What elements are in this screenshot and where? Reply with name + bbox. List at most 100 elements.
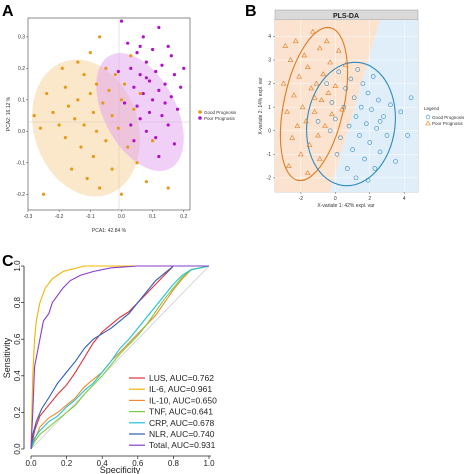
plsda-point-good [338, 135, 343, 141]
pca-point-good [110, 113, 114, 118]
plsda-point-good [355, 67, 360, 72]
pca-point-poor [166, 123, 170, 127]
plsda-point-poor [291, 92, 297, 98]
plsda-x-ticks: -2 0 2 4 [299, 192, 406, 202]
pca-point-poor [154, 69, 158, 74]
pca-legend-good-label: Good Prognosis [204, 110, 237, 115]
plsda-point-good [362, 156, 367, 162]
plsda-point-good [393, 159, 398, 164]
plsda-legend-good-marker [425, 114, 431, 120]
plsda-point-poor [304, 64, 311, 70]
pca-point-poor [157, 25, 161, 30]
plsda-point-poor [318, 97, 325, 103]
pca-point-poor [126, 41, 130, 45]
pca-x-tick-label: -0.2 [55, 214, 64, 220]
pca-x-ticks: -0.3 -0.2 -0.1 0.0 0.1 0.2 [24, 210, 187, 220]
pca-point-poor [166, 44, 170, 48]
plsda-x-tick-label: 0 [334, 196, 337, 202]
plsda-point-good [333, 116, 338, 122]
pca-point-good [104, 139, 108, 143]
pca-point-good [129, 54, 133, 58]
pca-point-good [57, 123, 61, 127]
plsda-point-good [336, 69, 342, 75]
plsda-y-tick-label: 0 [268, 128, 271, 134]
roc-legend-label-2: IL-10, AUC=0.650 [149, 395, 217, 405]
pca-point-poor [144, 76, 148, 80]
plsda-point-good [353, 114, 359, 119]
roc-y-tick-label: 0.4 [13, 370, 22, 382]
pca-point-good [45, 91, 49, 96]
pca-point-good [119, 98, 124, 102]
pca-point-good [60, 66, 64, 70]
pca-point-poor [135, 104, 139, 108]
roc-legend-label-4: CRP, AUC=0.678 [149, 418, 215, 428]
plsda-point-good [367, 140, 373, 145]
pca-point-good [91, 110, 96, 115]
pca-y-tick-label: 0.2 [18, 66, 25, 72]
pca-y-tick-label: 0.3 [18, 34, 25, 40]
pca-point-good [76, 98, 80, 102]
pca-point-good [107, 88, 111, 92]
plsda-ellipse-good [306, 61, 396, 187]
pca-point-poor [138, 73, 142, 77]
pca-y-label: PCA2: 16.12 % [6, 96, 12, 131]
plsda-point-poor [329, 111, 335, 117]
pca-point-good [63, 85, 67, 89]
pca-point-good [88, 91, 92, 96]
plsda-y-ticks: 4 3 2 1 0 -1 -2 [267, 34, 275, 181]
pca-point-good [104, 66, 108, 70]
pca-point-poor [138, 117, 142, 121]
pca-point-poor [160, 63, 164, 67]
roc-x-tick-label: 0.0 [25, 459, 37, 468]
plsda-point-good [381, 114, 386, 119]
pca-x-tick-label: 0.2 [180, 214, 187, 220]
pca-point-poor [135, 51, 139, 55]
pca-point-poor [175, 107, 180, 111]
pca-point-good [82, 123, 86, 127]
plsda-point-poor [332, 82, 339, 88]
plsda-point-good [370, 74, 376, 79]
plsda-point-good [351, 95, 357, 101]
plsda-point-poor [298, 151, 304, 157]
pca-y-tick-label: 0.0 [18, 129, 25, 135]
pca-point-poor [163, 82, 167, 86]
pca-point-poor [172, 142, 177, 146]
pca-point-poor [147, 110, 152, 115]
pca-point-good [122, 82, 127, 86]
roc-curve-3 [30, 265, 210, 450]
pca-point-good [51, 110, 55, 115]
roc-curve-4 [30, 265, 210, 450]
plsda-point-poor [320, 71, 327, 77]
pca-legend: Good Prognosis Poor Prognosis [198, 110, 237, 121]
plsda-y-tick-label: 2 [268, 81, 271, 87]
panel-label-b: B [245, 3, 257, 20]
roc-legend-label-6: Total, AUC=0.931 [149, 440, 216, 450]
pca-point-good [85, 176, 89, 181]
pca-ellipse-poor [96, 53, 184, 171]
plsda-point-good [376, 97, 381, 103]
plsda-title: PLS-DA [333, 13, 359, 20]
roc-x-tick-label: 0.6 [132, 459, 144, 468]
pca-point-good [94, 129, 99, 133]
plsda-points [280, 28, 414, 183]
plsda-point-poor [308, 85, 314, 91]
pca-point-good [98, 186, 102, 190]
plsda-legend-good-label: Good Prognosis [432, 115, 465, 120]
pca-point-poor [119, 19, 124, 23]
pca-point-good [63, 136, 67, 140]
pca-point-good [66, 104, 71, 108]
roc-legend-label-5: NLR, AUC=0.740 [149, 429, 215, 439]
pca-x-tick-label: -0.1 [86, 214, 95, 220]
plsda-point-poor [289, 134, 296, 140]
plsda-point-good [324, 81, 329, 86]
roc-y-tick-label: 1.0 [13, 260, 22, 272]
roc-curve-5 [30, 265, 209, 450]
plsda-point-good [334, 152, 340, 157]
plsda-point-poor [335, 47, 342, 53]
pca-point-poor [122, 101, 127, 105]
pca-point-good [41, 192, 46, 196]
pca-point-poor [132, 85, 136, 89]
pca-point-good [151, 139, 155, 143]
plsda-point-poor [280, 80, 287, 86]
plsda-point-poor [299, 104, 306, 110]
